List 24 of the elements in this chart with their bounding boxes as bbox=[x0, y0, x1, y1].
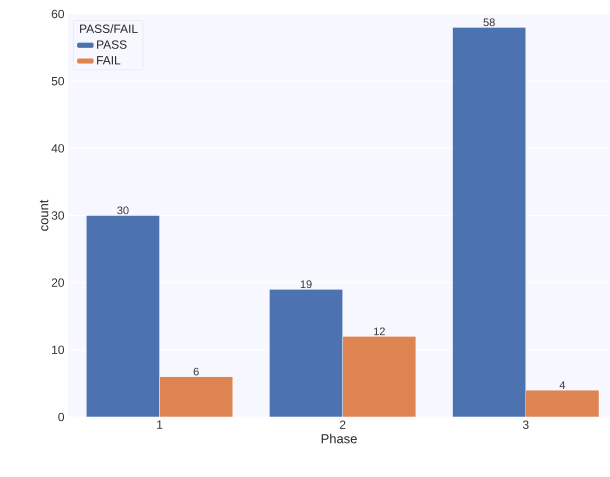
x-tick-label: 3 bbox=[522, 420, 529, 429]
data-label: 30 bbox=[117, 206, 129, 214]
y-tick-label: 20 bbox=[52, 278, 64, 287]
y-tick-label: 30 bbox=[52, 211, 64, 220]
data-label: 12 bbox=[374, 328, 385, 336]
y-tick-label: 50 bbox=[52, 76, 64, 86]
legend-label: FAIL bbox=[97, 56, 120, 64]
data-label: 58 bbox=[484, 18, 495, 26]
legend-label: PASS bbox=[97, 40, 127, 49]
bar bbox=[269, 289, 343, 417]
x-tick-label: 1 bbox=[157, 420, 162, 429]
y-tick-label: 0 bbox=[58, 412, 64, 422]
x-tick-label: 2 bbox=[340, 420, 346, 429]
y-tick-label: 60 bbox=[52, 10, 64, 18]
y-tick-label: 10 bbox=[52, 346, 64, 354]
y-tick-label: 40 bbox=[51, 144, 64, 153]
y-axis-title: count bbox=[40, 200, 48, 231]
data-label: 19 bbox=[300, 280, 312, 288]
legend-title: PASS/FAIL bbox=[80, 24, 138, 33]
bar bbox=[86, 215, 160, 417]
data-label: 6 bbox=[194, 368, 199, 376]
x-axis-title: Phase bbox=[322, 434, 357, 444]
bar bbox=[452, 27, 526, 417]
data-label: 4 bbox=[560, 381, 566, 389]
